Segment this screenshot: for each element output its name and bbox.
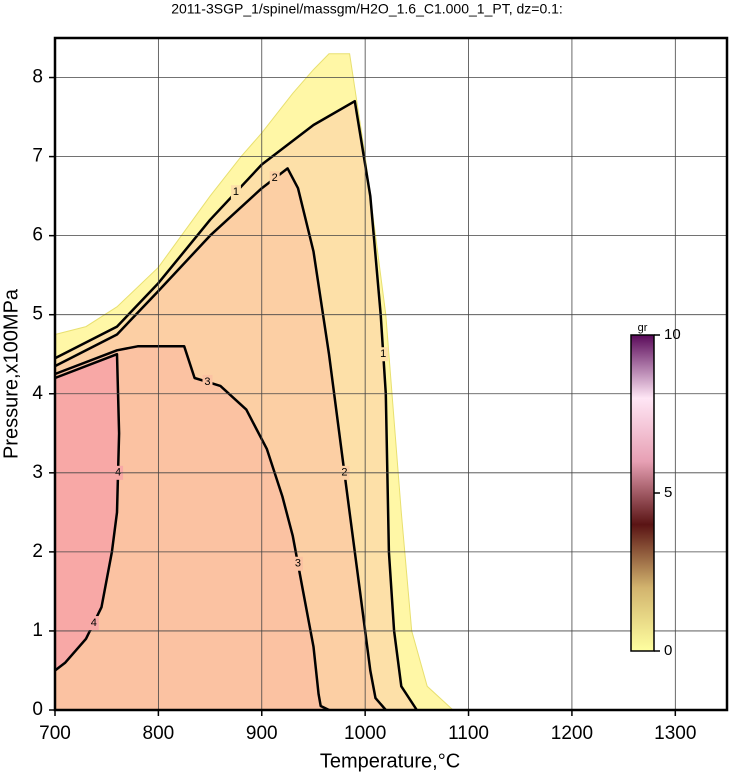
- contour-label: 1: [380, 348, 386, 360]
- x-tick-label: 1200: [551, 723, 593, 744]
- x-tick-label: 700: [39, 723, 71, 744]
- x-tick-label: 1000: [344, 723, 386, 744]
- colorbar-tick-label: 0: [664, 642, 672, 659]
- contour-label: 3: [204, 376, 210, 388]
- contour-line: [54, 345, 330, 712]
- contour-label: 2: [272, 172, 278, 184]
- y-tick-label: 3: [32, 462, 43, 483]
- contour-label: 1: [233, 186, 239, 198]
- contour-label-bg: [269, 171, 280, 186]
- colorbar-tick-label: 10: [664, 326, 681, 343]
- contour-label-bg: [202, 374, 213, 389]
- x-tick-label: 1100: [448, 723, 489, 744]
- y-tick-label: 7: [32, 146, 43, 167]
- y-tick-label: 1: [32, 620, 43, 641]
- y-axis-label: Pressure,x100MPa: [0, 288, 22, 459]
- contour-label: 3: [295, 558, 301, 570]
- colorbar-tick-label: 5: [664, 484, 672, 501]
- y-tick-label: 0: [32, 699, 43, 720]
- colorbar-label: gr: [638, 322, 648, 334]
- colorbar: [630, 334, 655, 652]
- x-axis-label: Temperature,°C: [320, 750, 460, 772]
- y-tick-label: 2: [32, 541, 43, 562]
- contour-label-bg: [292, 556, 303, 571]
- contour-line: [54, 167, 387, 711]
- x-tick-label: 800: [143, 723, 175, 744]
- x-tick-label: 1300: [654, 723, 696, 744]
- y-tick-label: 6: [32, 225, 43, 246]
- x-tick-label: 900: [246, 723, 278, 744]
- chart-title: 2011-3SGP_1/spinel/massgm/H2O_1.6_C1.000…: [171, 1, 563, 17]
- contour-label-bg: [230, 185, 241, 200]
- y-tick-label: 4: [32, 383, 43, 404]
- contour-label: 4: [91, 617, 97, 629]
- y-tick-label: 8: [32, 67, 43, 88]
- y-tick-label: 5: [32, 304, 43, 325]
- plot-frame: [53, 36, 729, 712]
- contour-line: [54, 99, 418, 711]
- contour-fill: [55, 354, 120, 710]
- contour-label-bg: [88, 616, 99, 631]
- contour-label-bg: [378, 347, 389, 362]
